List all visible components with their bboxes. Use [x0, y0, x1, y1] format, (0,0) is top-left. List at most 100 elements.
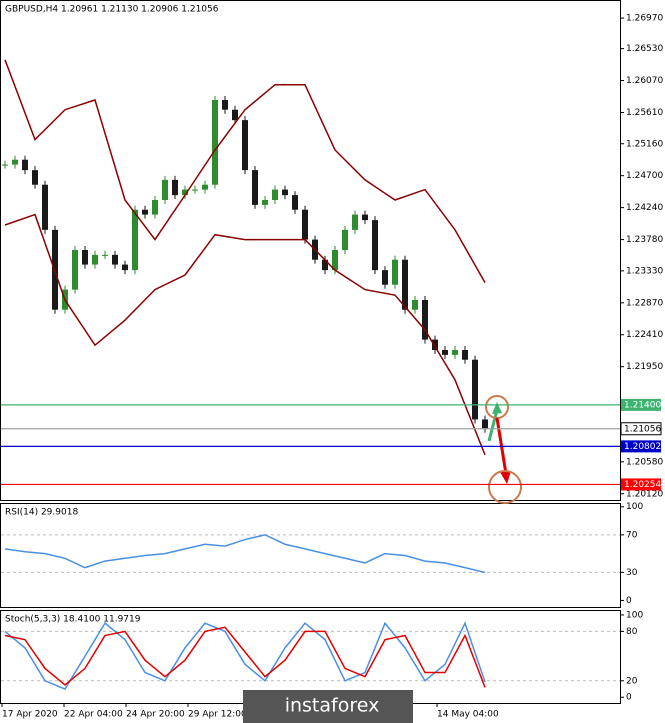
x-tick-label: 29 Apr 12:00	[188, 710, 247, 720]
candle	[432, 339, 438, 350]
level-tag	[621, 398, 661, 411]
candle	[132, 209, 138, 271]
candle	[182, 189, 188, 196]
candle	[242, 120, 248, 171]
y-tick-label: 100	[626, 610, 643, 620]
y-tick-label: 70	[626, 530, 638, 540]
candle	[422, 300, 428, 340]
level-label: 1.21400	[624, 400, 661, 410]
series-line	[4, 626, 486, 688]
candle	[362, 214, 368, 221]
candle	[42, 184, 48, 230]
y-tick-label: 1.26970	[626, 14, 663, 24]
watermark: instaforex	[285, 695, 380, 717]
candle	[122, 264, 128, 271]
candle	[192, 189, 198, 191]
candle	[232, 109, 238, 121]
candle	[172, 179, 178, 196]
candle	[212, 100, 218, 185]
x-tick-label: 17 Apr 2020	[2, 710, 58, 720]
y-tick-label: 80	[626, 627, 638, 637]
candle	[152, 200, 158, 215]
rsi-panel	[0, 503, 621, 608]
level-tag	[621, 478, 661, 491]
candle	[352, 214, 358, 230]
level-label: 1.20802	[624, 442, 661, 452]
y-tick-label: 1.25160	[626, 139, 663, 149]
candle	[22, 159, 28, 171]
candle	[472, 359, 478, 420]
candle	[412, 300, 418, 310]
candle	[462, 350, 468, 360]
candle	[92, 254, 98, 265]
level-tag	[621, 440, 661, 453]
arrow-head	[492, 402, 502, 414]
y-tick-label: 1.24240	[626, 203, 663, 213]
x-tick-label: 24 Apr 20:00	[126, 710, 185, 720]
candle	[342, 229, 348, 250]
series-line	[4, 621, 486, 690]
candle	[482, 419, 488, 429]
candle	[332, 250, 338, 271]
candle	[32, 170, 38, 185]
candle	[392, 259, 398, 285]
candle	[82, 250, 88, 265]
panel-title: Stoch(5,3,3) 18.4100 11.9719	[5, 615, 141, 625]
y-tick-label: 1.26070	[626, 76, 663, 86]
candle	[202, 184, 208, 190]
candle	[12, 159, 18, 165]
candle	[262, 200, 268, 205]
panel-title: RSI(14) 29.9018	[5, 508, 78, 518]
candle	[142, 209, 148, 215]
y-tick-label: 1.22410	[626, 330, 663, 340]
arrow-head	[500, 471, 511, 484]
candle	[322, 259, 328, 271]
candle	[452, 350, 458, 355]
level-label: 1.21056	[624, 424, 661, 434]
candle	[72, 250, 78, 290]
series-line	[4, 59, 486, 284]
candle	[382, 270, 388, 285]
candle	[442, 350, 448, 355]
x-tick-label: 22 Apr 04:00	[64, 710, 123, 720]
y-tick-label: 1.20580	[626, 457, 663, 467]
y-tick-label: 1.23780	[626, 235, 663, 245]
candle	[282, 189, 288, 196]
arrow-up	[487, 409, 499, 442]
candle	[272, 189, 278, 200]
y-tick-label: 0	[626, 596, 632, 606]
y-tick-label: 1.26530	[626, 44, 663, 54]
y-tick-label: 1.22870	[626, 298, 663, 308]
y-tick-label: 1.24700	[626, 171, 663, 181]
candle	[302, 209, 308, 240]
candle	[372, 220, 378, 271]
candle	[252, 170, 258, 205]
candle	[112, 254, 118, 265]
candle	[2, 164, 8, 166]
y-tick-label: 100	[626, 502, 643, 512]
level-tag	[620, 422, 662, 436]
series-line	[4, 213, 486, 456]
y-tick-label: 1.21950	[626, 362, 663, 372]
panel-title: GBPUSD,H4 1.20961 1.21130 1.20906 1.2105…	[5, 5, 219, 15]
main-panel	[0, 0, 621, 501]
y-tick-label: 1.20120	[626, 489, 663, 499]
watermark-box	[243, 690, 413, 723]
y-tick-label: 20	[626, 676, 638, 686]
target-circle	[488, 470, 522, 504]
y-tick-label: 1.23330	[626, 266, 663, 276]
y-tick-label: 30	[626, 568, 638, 578]
x-tick-label: 14 May 04:00	[437, 710, 499, 720]
y-tick-label: 1.25610	[626, 108, 663, 118]
y-tick-label: 0	[626, 693, 632, 703]
series-line	[4, 534, 486, 574]
candle	[292, 195, 298, 210]
candle	[402, 259, 408, 310]
candle	[222, 100, 228, 110]
candle	[102, 254, 108, 256]
level-label: 1.20254	[624, 480, 661, 490]
candle	[162, 179, 168, 200]
